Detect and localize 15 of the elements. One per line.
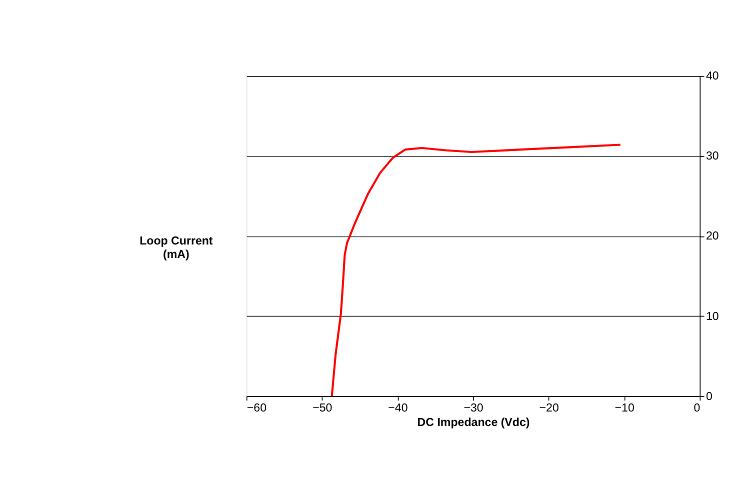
y-tick-label: 30 xyxy=(706,150,719,163)
x-tick-label: −40 xyxy=(388,402,408,414)
y-tick-label: 40 xyxy=(706,70,719,83)
x-axis-title: DC Impedance (Vdc) xyxy=(417,417,530,430)
x-tick-label: −30 xyxy=(464,402,484,414)
y-tick-label: 20 xyxy=(706,230,719,243)
x-tick-label: 0 xyxy=(694,402,700,414)
x-tick-label: −20 xyxy=(539,402,559,414)
x-tick-label: −60 xyxy=(246,402,267,414)
x-tick-label: −10 xyxy=(614,402,634,414)
x-tick-label: −50 xyxy=(312,402,332,414)
y-axis-title: Loop Current (mA) xyxy=(140,236,213,261)
y-tick-label: 0 xyxy=(706,390,712,403)
y-tick-label: 10 xyxy=(706,310,719,323)
line-series xyxy=(330,144,622,398)
